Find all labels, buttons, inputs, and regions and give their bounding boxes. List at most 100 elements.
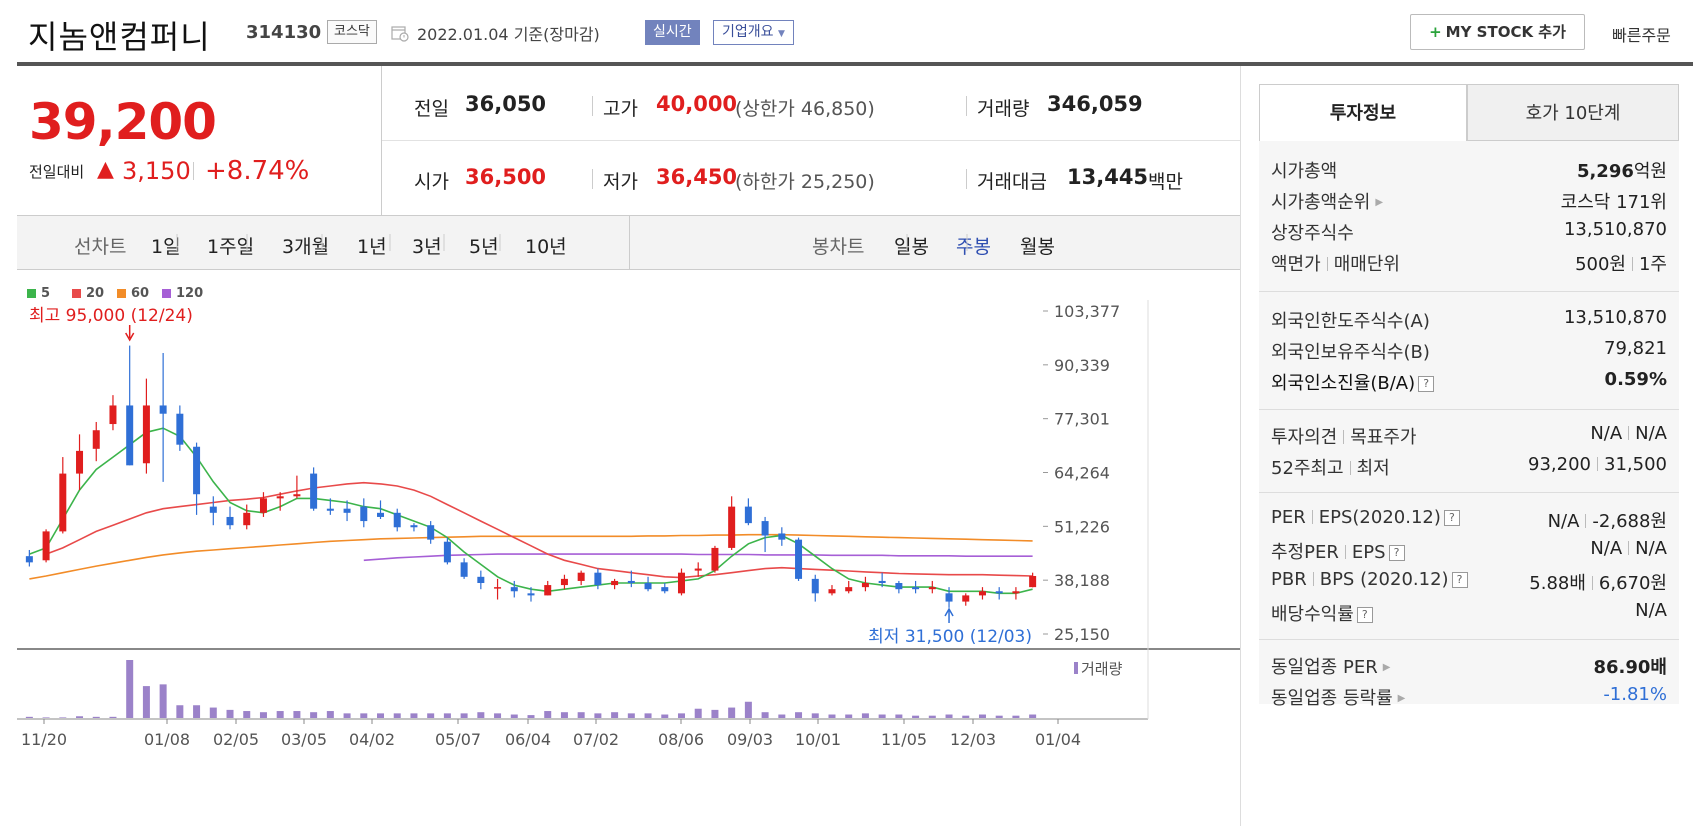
volume-bar <box>795 712 803 718</box>
tab-hoga[interactable]: 호가 10단계 <box>1467 84 1679 141</box>
info-row: 시가총액순위 ▶ 코스닥 171위 <box>1271 188 1667 216</box>
info-row: 동일업종 등락률 ▶ -1.81% <box>1271 684 1667 712</box>
arrow-right-icon: ▶ <box>1397 693 1406 704</box>
sector-per-label[interactable]: 동일업종 PER <box>1271 657 1378 678</box>
per-label: PER <box>1271 507 1306 528</box>
legend-swatch <box>162 289 171 298</box>
volume-bar <box>510 714 518 718</box>
candle-body <box>443 541 451 563</box>
stock-chart[interactable]: 103,377 90,339 77,301 64,264 51,226 38,188 25,… <box>17 286 1240 810</box>
y-tick-label: 90,339 <box>1054 356 1110 375</box>
x-tick-label: 05/07 <box>435 730 481 749</box>
y-tick-label: 64,264 <box>1054 464 1110 483</box>
foreign-hold-value: 79,821 <box>1604 338 1667 359</box>
candle-body <box>159 405 167 414</box>
volume-bar <box>360 713 368 718</box>
period-3y[interactable]: 3년 <box>412 236 442 258</box>
volume-bar <box>460 713 468 718</box>
volume-bar <box>326 711 334 718</box>
opinion-value: N/A <box>1590 423 1623 444</box>
separator <box>592 169 593 189</box>
volume-bar <box>226 709 234 718</box>
volume-bar <box>443 713 451 718</box>
candle-body <box>845 587 853 592</box>
info-row: 액면가 매매단위 500원 1주 <box>1271 250 1667 278</box>
period-separators <box>176 234 968 251</box>
period-3m[interactable]: 3개월 <box>282 236 330 258</box>
help-icon[interactable]: ? <box>1451 572 1468 588</box>
upper-limit: (상한가 46,850) <box>735 98 875 120</box>
candle-body <box>126 405 134 466</box>
period-bar-divider <box>629 216 630 269</box>
market-cap-rank-label[interactable]: 시가총액순위 <box>1271 192 1371 213</box>
company-overview-dropdown[interactable]: 기업개요 ▼ <box>713 20 794 45</box>
candle-body <box>494 587 502 589</box>
volume-bar <box>193 705 201 718</box>
change-value: 3,150 <box>122 157 191 185</box>
eps-value: -2,688원 <box>1592 511 1667 532</box>
bps-value: 6,670원 <box>1598 573 1667 594</box>
amount-unit: 백만 <box>1148 171 1183 193</box>
candle-body <box>193 446 201 495</box>
volume-bar <box>76 716 84 718</box>
ma20-line <box>45 481 1033 579</box>
volume-bar <box>711 709 719 718</box>
foreign-hold-label: 외국인보유주식수(B) <box>1271 342 1430 363</box>
foreign-ratio-label: 외국인소진율(B/A) <box>1271 373 1416 394</box>
candle-weekly[interactable]: 주봉 <box>956 236 991 258</box>
y-tick-label: 103,377 <box>1054 302 1120 321</box>
candle-body <box>728 506 736 548</box>
x-tick-label: 01/04 <box>1035 730 1081 749</box>
volume-bar <box>343 713 351 718</box>
volume-bar <box>828 714 836 718</box>
candle-body <box>410 525 418 528</box>
week52-high-value: 93,200 <box>1528 454 1592 475</box>
help-icon[interactable]: ? <box>1388 545 1405 561</box>
volume-bar <box>159 684 167 718</box>
pbr-value: 5.88배 <box>1529 573 1586 594</box>
candle-chart-label: 봉차트 <box>812 236 865 258</box>
market-badge: 코스닥 <box>327 20 377 44</box>
volume-bar <box>494 713 502 718</box>
sector-change-label[interactable]: 동일업종 등락률 <box>1271 688 1393 709</box>
volume-bar <box>59 717 67 718</box>
trade-unit-value: 1주 <box>1638 254 1667 275</box>
company-overview-label: 기업개요 <box>722 24 774 40</box>
x-tick-label: 02/05 <box>213 730 259 749</box>
sector-per-value: 86.90배 <box>1593 657 1668 678</box>
realtime-button[interactable]: 실시간 <box>645 20 700 45</box>
quick-order-button[interactable]: 빠른주문 <box>1612 22 1671 46</box>
line-chart-label: 선차트 <box>74 236 127 258</box>
volume-bar <box>259 712 267 718</box>
add-mystock-button[interactable]: + MY STOCK 추가 <box>1410 14 1585 50</box>
low-annotation: 최저 31,500 (12/03) <box>868 627 1032 647</box>
info-tabs: 투자정보 호가 10단계 <box>1259 84 1679 141</box>
period-5y[interactable]: 5년 <box>469 236 499 258</box>
period-1d[interactable]: 1일 <box>151 236 181 258</box>
help-icon[interactable]: ? <box>1356 607 1373 623</box>
candle-body <box>711 547 719 571</box>
opinion-label: 투자의견 <box>1271 427 1338 448</box>
period-10y[interactable]: 10년 <box>525 236 567 258</box>
open-value: 36,500 <box>465 165 547 189</box>
candle-body <box>677 572 685 594</box>
candle-daily[interactable]: 일봉 <box>894 236 929 258</box>
candle-monthly[interactable]: 월봉 <box>1020 236 1055 258</box>
ma5-line <box>29 427 1033 595</box>
volume-bar <box>811 713 819 718</box>
candle-body <box>761 521 769 536</box>
candle-body <box>92 430 100 449</box>
period-1y[interactable]: 1년 <box>357 236 387 258</box>
candle-body <box>895 583 903 590</box>
help-icon[interactable]: ? <box>1418 376 1435 392</box>
volume-bar <box>995 715 1003 718</box>
period-1w[interactable]: 1주일 <box>207 236 255 258</box>
help-icon[interactable]: ? <box>1443 510 1460 526</box>
divider <box>1259 409 1679 410</box>
open-label: 시가 <box>414 171 449 193</box>
mystock-label: MY STOCK 추가 <box>1445 23 1566 41</box>
candle-body <box>25 556 33 563</box>
candle-body <box>560 578 568 586</box>
divider <box>1259 492 1679 493</box>
tab-invest-info[interactable]: 투자정보 <box>1259 84 1467 141</box>
